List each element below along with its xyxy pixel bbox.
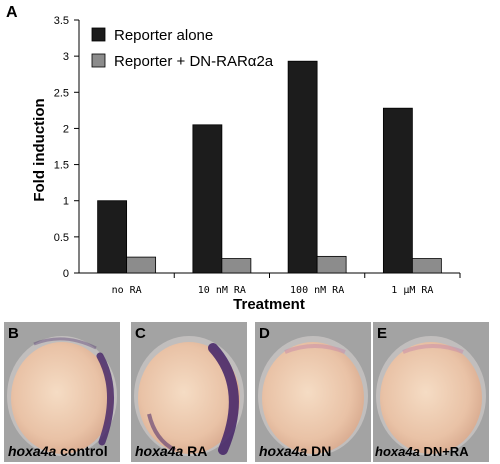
bar-reporter-dn-3: [411, 258, 442, 274]
embryo-image: [373, 322, 489, 462]
embryo-image: [255, 322, 371, 462]
bar-reporter-dn-1: [221, 258, 252, 274]
treatment-label: DN: [311, 443, 332, 459]
bar-reporter-dn-0: [126, 256, 157, 274]
bar-reporter-alone-1: [192, 124, 223, 274]
legend-label-1: Reporter + DN-RARα2a: [114, 53, 274, 70]
bar-reporter-dn-2: [316, 255, 347, 274]
embryo-letter: E: [377, 325, 388, 342]
treatment-label: control: [60, 443, 108, 459]
y-tick-label: 3: [63, 51, 69, 63]
x-tick-label: 1 μM RA: [391, 285, 433, 296]
y-tick-label: 0: [63, 268, 69, 280]
embryo-image: [4, 322, 120, 462]
embryo-letter: C: [135, 325, 146, 342]
y-tick-label: 2: [63, 123, 69, 135]
embryo-image: [131, 322, 247, 462]
legend-swatch-0: [91, 27, 106, 42]
y-tick-label: 2.5: [54, 87, 69, 99]
legend-label-0: Reporter alone: [114, 27, 213, 44]
gene-name: hoxa4a: [135, 443, 184, 459]
x-tick-label: 10 nM RA: [198, 285, 246, 296]
y-tick-label: 0.5: [54, 232, 69, 244]
embryo-caption: hoxa4a control: [8, 443, 108, 459]
x-tick-label: 100 nM RA: [290, 285, 344, 296]
gene-name: hoxa4a: [259, 443, 308, 459]
y-tick-labels: 0 0.5 1 1.5 2 2.5 3 3.5: [54, 15, 79, 280]
treatment-label: RA: [187, 443, 208, 459]
bar-reporter-alone-3: [382, 107, 413, 274]
gene-name: hoxa4a: [8, 443, 57, 459]
x-tick-label: no RA: [112, 285, 142, 296]
x-axis-label: Treatment: [233, 296, 305, 313]
embryo-letter: B: [8, 325, 19, 342]
embryo-caption: hoxa4a RA: [135, 443, 207, 459]
y-tick-label: 1.5: [54, 160, 69, 172]
chart-legend: Reporter alone Reporter + DN-RARα2a: [91, 27, 274, 70]
treatment-label: DN+RA: [423, 444, 469, 459]
y-axis-label: Fold induction: [31, 98, 48, 201]
y-tick-label: 3.5: [54, 15, 69, 27]
x-tick-labels: no RA 10 nM RA 100 nM RA 1 μM RA: [112, 273, 461, 296]
legend-swatch-1: [91, 53, 106, 68]
chart-bars: [97, 60, 442, 274]
y-tick-label: 1: [63, 196, 69, 208]
embryo-letter: D: [259, 325, 270, 342]
panel-a-letter: A: [6, 4, 18, 21]
embryo-caption: hoxa4a DN+RA: [375, 444, 469, 459]
bar-reporter-alone-2: [287, 60, 318, 274]
embryo-caption: hoxa4a DN: [259, 443, 331, 459]
fold-induction-chart: 0 0.5 1 1.5 2 2.5 3 3.5 no RA 10 nM RA 100 nM RA 1…: [31, 15, 461, 313]
gene-name: hoxa4a: [375, 444, 420, 459]
bar-reporter-alone-0: [97, 200, 128, 274]
